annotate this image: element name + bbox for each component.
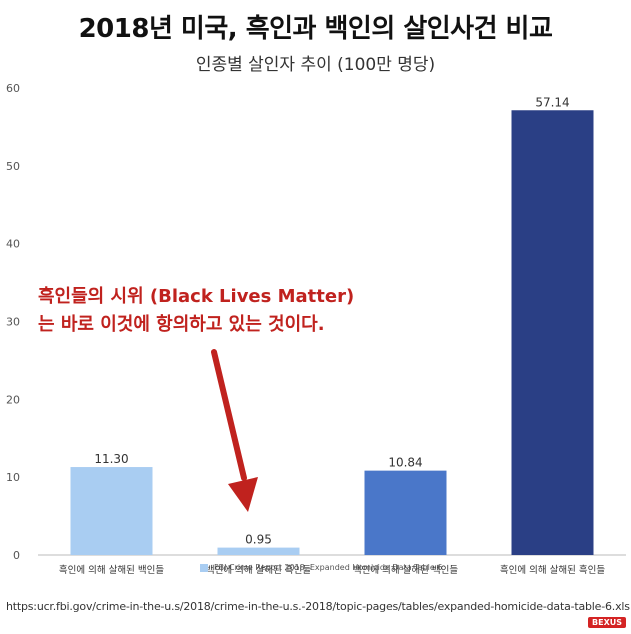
y-tick-label: 10: [6, 471, 20, 484]
legend-label: FBI Crime Report 2018, Expanded Homicide…: [214, 563, 443, 572]
x-category-label: 백인에 의해 살해된 백인들: [353, 564, 458, 576]
y-tick-label: 50: [6, 160, 20, 173]
watermark-badge: BEXUS: [588, 617, 626, 628]
y-tick-label: 30: [6, 316, 20, 329]
legend-swatch: [200, 563, 208, 572]
chart-title: 2018년 미국, 흑인과 백인의 살인사건 비교: [78, 14, 553, 44]
data-label: 11.30: [94, 452, 128, 466]
data-label: 0.95: [245, 533, 272, 547]
x-category-label: 흑인에 의해 살해된 백인들: [59, 564, 164, 576]
y-tick-label: 20: [6, 393, 20, 406]
bar: [217, 547, 300, 555]
y-tick-label: 40: [6, 238, 20, 251]
source-url[interactable]: https:ucr.fbi.gov/crime-in-the-u.s/2018/…: [6, 600, 630, 613]
y-tick-label: 60: [6, 82, 20, 95]
x-category-label: 백인에 의해 살해된 흑인들: [206, 564, 311, 576]
data-label: 10.84: [388, 456, 422, 470]
y-tick-label: 0: [13, 549, 20, 562]
bar: [364, 470, 447, 555]
annotation-line-2: 는 바로 이것에 항의하고 있는 것이다.: [38, 314, 325, 335]
legend: FBI Crime Report 2018, Expanded Homicide…: [200, 563, 442, 572]
annotation-line-1: 흑인들의 시위 (Black Lives Matter): [38, 286, 355, 307]
annotation-arrow: [211, 349, 258, 512]
bar: [511, 110, 594, 556]
x-category-label: 흑인에 의해 살해된 흑인들: [500, 564, 605, 576]
data-label: 57.14: [535, 95, 569, 109]
bar: [70, 467, 153, 555]
chart-subtitle: 인종별 살인자 추이 (100만 명당): [195, 55, 436, 75]
annotation-text: 흑인들의 시위 (Black Lives Matter) 는 바로 이것에 항의…: [38, 283, 458, 339]
